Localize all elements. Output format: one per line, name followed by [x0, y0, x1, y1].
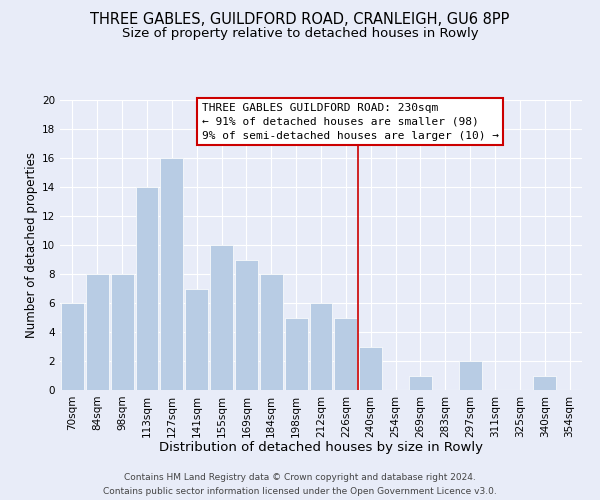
Bar — [310, 303, 332, 390]
Y-axis label: Number of detached properties: Number of detached properties — [25, 152, 38, 338]
Text: Size of property relative to detached houses in Rowly: Size of property relative to detached ho… — [122, 28, 478, 40]
Bar — [185, 288, 208, 390]
Bar — [210, 245, 233, 390]
Text: THREE GABLES GUILDFORD ROAD: 230sqm
← 91% of detached houses are smaller (98)
9%: THREE GABLES GUILDFORD ROAD: 230sqm ← 91… — [202, 103, 499, 141]
Bar — [533, 376, 556, 390]
Bar — [459, 361, 482, 390]
Text: Contains public sector information licensed under the Open Government Licence v3: Contains public sector information licen… — [103, 486, 497, 496]
Bar — [86, 274, 109, 390]
Text: Contains HM Land Registry data © Crown copyright and database right 2024.: Contains HM Land Registry data © Crown c… — [124, 473, 476, 482]
Bar — [260, 274, 283, 390]
Bar — [359, 346, 382, 390]
Bar — [61, 303, 84, 390]
Bar — [160, 158, 183, 390]
Bar — [235, 260, 258, 390]
Bar — [334, 318, 357, 390]
Bar — [136, 187, 158, 390]
Bar — [409, 376, 432, 390]
X-axis label: Distribution of detached houses by size in Rowly: Distribution of detached houses by size … — [159, 441, 483, 454]
Bar — [285, 318, 308, 390]
Text: THREE GABLES, GUILDFORD ROAD, CRANLEIGH, GU6 8PP: THREE GABLES, GUILDFORD ROAD, CRANLEIGH,… — [91, 12, 509, 28]
Bar — [111, 274, 134, 390]
